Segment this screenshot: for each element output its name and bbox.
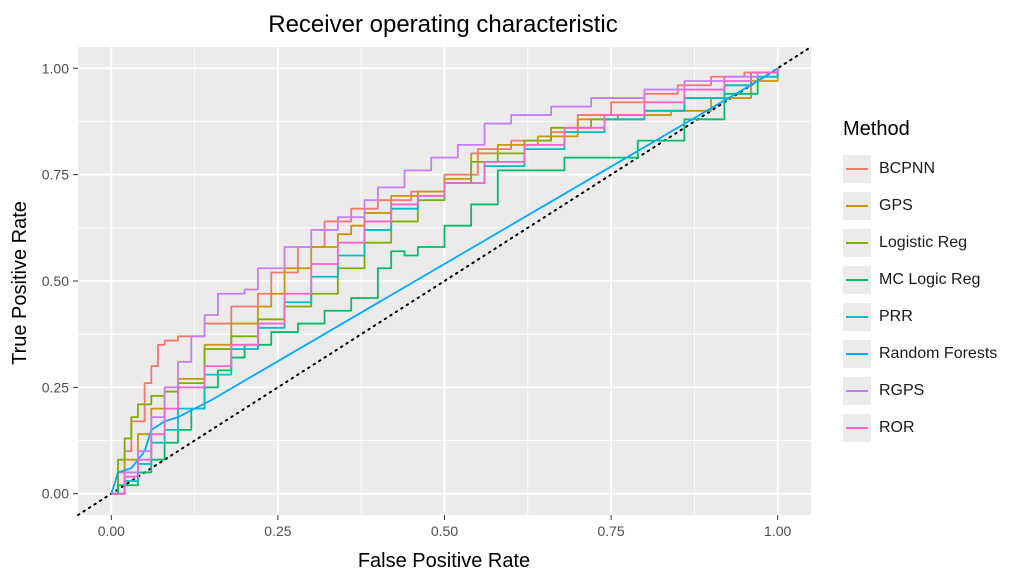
y-tick-label: 0.75 [42, 167, 69, 183]
legend-key [843, 191, 871, 220]
series-line-ror [111, 68, 779, 495]
legend-item: Random Forests [843, 335, 1018, 372]
legend-item: BCPNN [843, 150, 1018, 187]
legend-swatch [846, 278, 868, 281]
legend-item: PRR [843, 298, 1018, 335]
legend-swatch [846, 241, 868, 244]
legend: Method BCPNN GPS Logistic Reg MC Logic Reg P… [843, 118, 1018, 446]
series-line-bcpnn [111, 68, 779, 495]
x-tick-label: 0.00 [98, 523, 125, 539]
legend-label: Logistic Reg [879, 233, 968, 251]
x-tick-label: 1.00 [764, 523, 791, 539]
legend-swatch [846, 389, 868, 392]
x-tick-label: 0.50 [431, 523, 458, 539]
legend-key [843, 376, 871, 405]
legend-swatch [846, 426, 868, 429]
legend-label: ROR [879, 418, 915, 436]
legend-label: PRR [879, 307, 913, 325]
legend-item: Logistic Reg [843, 224, 1018, 261]
legend-swatch [846, 315, 868, 318]
legend-title: Method [843, 118, 910, 140]
legend-key [843, 265, 871, 294]
legend-item: GPS [843, 187, 1018, 224]
y-tick-label: 1.00 [42, 60, 69, 76]
legend-swatch [846, 204, 868, 207]
chart-title: Receiver operating characteristic [268, 11, 618, 38]
legend-key [843, 413, 871, 442]
legend-items: BCPNN GPS Logistic Reg MC Logic Reg PRR Rando… [843, 150, 1018, 446]
legend-label: Random Forests [879, 344, 998, 362]
series-lines [110, 67, 779, 495]
diagonal-reference-line [77, 46, 812, 516]
y-tick-label: 0.00 [42, 486, 69, 502]
legend-swatch [846, 167, 868, 170]
y-tick-label: 0.50 [42, 273, 69, 289]
x-axis-label: False Positive Rate [358, 550, 530, 572]
y-tick-label: 0.25 [42, 379, 69, 395]
legend-label: RGPS [879, 381, 925, 399]
legend-key [843, 228, 871, 257]
axis-ticks: 0.00 0.25 0.50 0.75 1.00 0.00 0.25 0.50 0.75 1.00 [42, 60, 792, 539]
legend-key [843, 154, 871, 183]
legend-key [843, 302, 871, 331]
x-tick-label: 0.75 [597, 523, 624, 539]
x-tick-label: 0.25 [264, 523, 291, 539]
legend-item: RGPS [843, 372, 1018, 409]
y-axis-label: True Positive Rate [9, 201, 31, 365]
legend-label: MC Logic Reg [879, 270, 981, 288]
legend-item: ROR [843, 409, 1018, 446]
legend-label: BCPNN [879, 159, 936, 177]
series-line-random-forests [110, 67, 779, 494]
legend-label: GPS [879, 196, 913, 214]
legend-item: MC Logic Reg [843, 261, 1018, 298]
legend-key [843, 339, 871, 368]
legend-swatch [846, 352, 868, 355]
